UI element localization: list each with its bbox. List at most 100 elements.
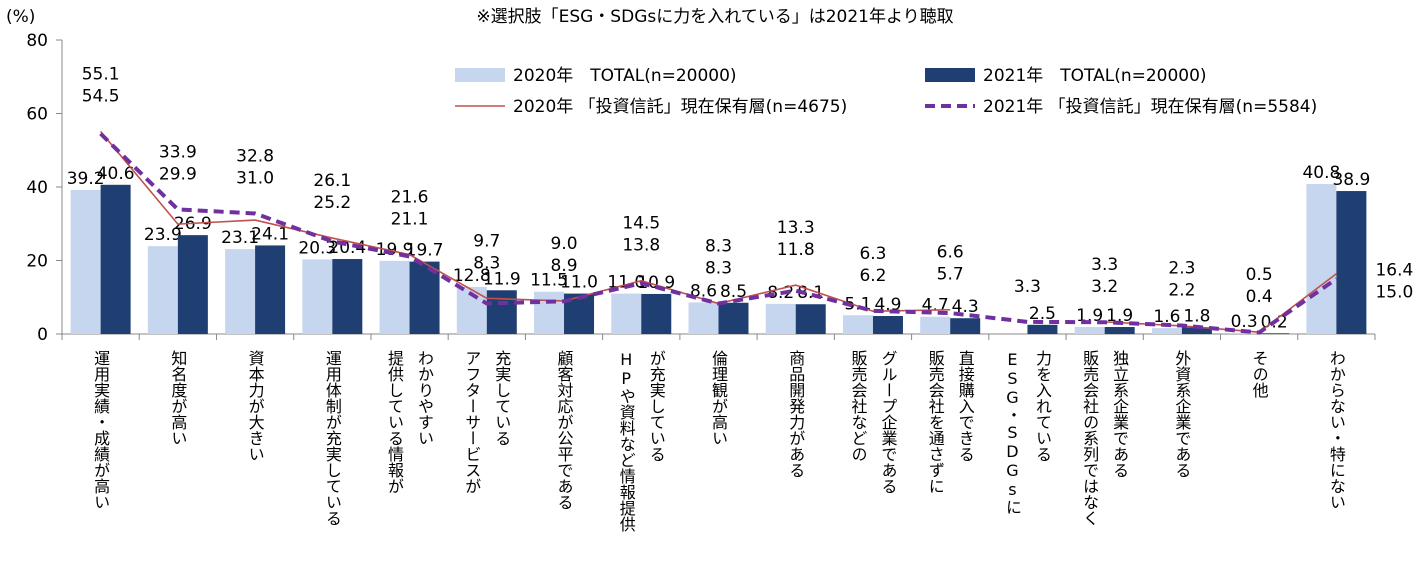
bar-value-label: 11.9 bbox=[483, 269, 521, 289]
bar bbox=[795, 304, 826, 334]
line-value-label: 6.6 bbox=[937, 243, 964, 263]
bar-value-label: 1.6 bbox=[1153, 307, 1180, 327]
bar bbox=[1074, 327, 1105, 334]
bar bbox=[486, 290, 517, 334]
y-tick-label: 0 bbox=[37, 325, 48, 345]
x-tick-label: 販売会社を通さずに 直接購入できる bbox=[926, 350, 975, 494]
line-value-label: 3.3 bbox=[1014, 277, 1041, 297]
bar bbox=[379, 260, 410, 334]
line-value-label: 13.3 bbox=[777, 218, 815, 238]
bar bbox=[255, 245, 286, 334]
bar-value-label: 11.0 bbox=[560, 273, 598, 293]
y-tick-label: 60 bbox=[26, 105, 48, 125]
x-tick-label: 倫理観が高い bbox=[709, 350, 728, 446]
bar bbox=[1229, 332, 1260, 334]
legend-swatch bbox=[455, 68, 505, 82]
line-value-label: 15.0 bbox=[1375, 283, 1413, 303]
bar bbox=[718, 302, 749, 334]
line-value-label: 3.2 bbox=[1091, 277, 1118, 297]
bar bbox=[1104, 327, 1135, 334]
line-value-label: 5.7 bbox=[937, 265, 964, 285]
bar-value-label: 1.8 bbox=[1183, 306, 1210, 326]
line-value-label: 25.2 bbox=[313, 193, 351, 213]
bar bbox=[641, 293, 672, 334]
bar bbox=[225, 249, 256, 334]
bar-value-label: 23.1 bbox=[221, 228, 259, 248]
bar-value-label: 8.5 bbox=[720, 282, 747, 302]
bar bbox=[302, 259, 333, 334]
x-tick-label: アフターサービスが 充実している bbox=[462, 350, 511, 494]
line-value-label: 29.9 bbox=[159, 164, 197, 184]
legend-label: 2021年 「投資信託」現在保有層(n=5584) bbox=[983, 97, 1317, 117]
line-value-label: 9.0 bbox=[551, 234, 578, 254]
bar bbox=[332, 259, 363, 334]
line-value-label: 31.0 bbox=[236, 168, 274, 188]
bar bbox=[765, 303, 796, 334]
line-value-label: 8.3 bbox=[473, 253, 500, 273]
bar-value-label: 39.2 bbox=[67, 169, 105, 189]
legend-label: 2020年 「投資信託」現在保有層(n=4675) bbox=[513, 97, 847, 117]
x-tick-label: 販売会社の系列ではなく 独立系企業である bbox=[1080, 350, 1129, 526]
chart-title: ※選択肢「ESG・SDGsに力を入れている」は2021年より聴取 bbox=[476, 7, 953, 27]
bar bbox=[100, 184, 131, 334]
line-value-label: 54.5 bbox=[82, 87, 120, 107]
line-value-label: 11.8 bbox=[777, 240, 815, 260]
bar bbox=[1181, 327, 1212, 334]
line-value-label: 6.3 bbox=[859, 244, 886, 264]
x-tick-label: 提供している情報が わかりやすい bbox=[385, 350, 434, 494]
legend-label: 2020年 TOTAL(n=20000) bbox=[513, 66, 737, 86]
legend-label: 2021年 TOTAL(n=20000) bbox=[983, 66, 1207, 86]
line-value-label: 16.4 bbox=[1375, 261, 1413, 281]
x-tick-label: 外資系企業である bbox=[1172, 350, 1191, 478]
bar-value-label: 24.1 bbox=[251, 224, 289, 244]
y-tick-label: 80 bbox=[26, 31, 48, 51]
bar-value-label: 11.5 bbox=[530, 271, 568, 291]
x-tick-label: HPや資料など情報提供 が充実している bbox=[617, 350, 666, 532]
bar-value-label: 19.7 bbox=[406, 241, 444, 261]
bar-value-label: 40.8 bbox=[1302, 163, 1340, 183]
bar-value-label: 1.9 bbox=[1106, 306, 1133, 326]
line-value-label: 33.9 bbox=[159, 142, 197, 162]
line-value-label: 2.3 bbox=[1168, 259, 1195, 279]
y-axis-label: (%) bbox=[6, 7, 35, 27]
line-value-label: 8.3 bbox=[705, 258, 732, 278]
bar bbox=[177, 235, 208, 334]
bar-value-label: 40.6 bbox=[97, 164, 135, 184]
line-value-label: 3.3 bbox=[1091, 255, 1118, 275]
x-tick-label: 商品開発力がある bbox=[786, 350, 805, 478]
bar bbox=[1151, 328, 1182, 334]
line bbox=[99, 132, 1338, 335]
bar bbox=[872, 315, 903, 334]
bar bbox=[70, 189, 101, 334]
line-value-label: 0.4 bbox=[1246, 287, 1273, 307]
line-value-label: 26.1 bbox=[313, 171, 351, 191]
x-tick-label: その他 bbox=[1250, 350, 1269, 399]
line-value-label: 14.5 bbox=[622, 214, 660, 234]
x-tick-label: わからない・特にない bbox=[1327, 350, 1346, 510]
bar-value-label: 0.3 bbox=[1231, 312, 1258, 332]
bar bbox=[1306, 184, 1337, 334]
line-value-label: 8.3 bbox=[705, 236, 732, 256]
bar-value-label: 23.9 bbox=[144, 225, 182, 245]
line-value-label: 8.9 bbox=[551, 256, 578, 276]
bar bbox=[1259, 333, 1290, 334]
x-tick-label: 資本力が大きい bbox=[246, 350, 265, 462]
line-value-label: 0.5 bbox=[1246, 265, 1273, 285]
line-value-label: 32.8 bbox=[236, 146, 274, 166]
line-value-label: 21.6 bbox=[391, 188, 429, 208]
x-tick-label: 知名度が高い bbox=[168, 350, 187, 446]
line-value-label: 21.1 bbox=[391, 210, 429, 230]
bar-value-label: 12.8 bbox=[453, 266, 491, 286]
line-value-label: 55.1 bbox=[82, 65, 120, 85]
line-value-label: 9.7 bbox=[473, 231, 500, 251]
x-tick-label: 運用体制が充実している bbox=[323, 350, 342, 526]
x-tick-label: 販売会社などの グループ企業である bbox=[848, 350, 897, 494]
bar bbox=[611, 293, 642, 334]
line-value-label: 2.2 bbox=[1168, 281, 1195, 301]
line-value-label: 6.2 bbox=[859, 266, 886, 286]
line-value-label: 13.8 bbox=[622, 236, 660, 256]
bar bbox=[688, 302, 719, 334]
bar bbox=[534, 291, 565, 334]
bar bbox=[1336, 191, 1367, 334]
y-tick-label: 20 bbox=[26, 252, 48, 272]
